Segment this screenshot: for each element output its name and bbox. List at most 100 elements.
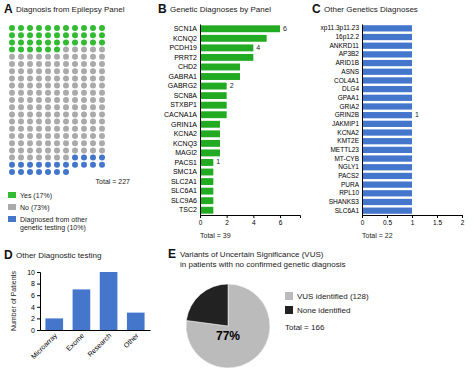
dot	[54, 83, 60, 89]
tick-label: JAKMIP1	[332, 120, 359, 127]
tick-label: 16p12.2	[336, 33, 360, 41]
dot	[27, 83, 33, 89]
bar	[362, 60, 412, 66]
legend-label: Yes (17%)	[20, 192, 52, 200]
tick-label: KCNA2	[174, 130, 197, 137]
y-axis: xp11.3p11.2316p12.2ANKRD11AP3B2ARID1BASN…	[321, 24, 363, 215]
bar	[200, 188, 213, 195]
dot	[99, 39, 105, 45]
tick: ASNS	[341, 68, 359, 75]
tick-label: 8	[31, 280, 35, 287]
dot	[63, 162, 69, 168]
bar	[200, 64, 240, 71]
tick: 1	[411, 215, 415, 226]
legend-label-line: None identified	[297, 306, 350, 315]
dot	[36, 126, 42, 132]
tick: PRRT2	[174, 54, 197, 61]
tick-label: CACNA1A	[164, 111, 197, 118]
title-line: Other Diagnostic testing	[16, 251, 101, 260]
dot	[9, 90, 15, 96]
dot	[27, 126, 33, 132]
tick-mark	[253, 215, 254, 218]
dot	[18, 133, 24, 139]
dot	[27, 54, 33, 60]
tick: SCN8A	[174, 92, 198, 99]
tick: ANKRD11	[329, 42, 359, 49]
bar	[362, 103, 412, 109]
bar	[362, 138, 412, 144]
dot	[99, 68, 105, 74]
dot	[18, 147, 24, 153]
dot	[36, 147, 42, 153]
dot	[99, 155, 105, 161]
bar	[362, 112, 412, 118]
tick: 6	[31, 292, 40, 299]
tick-label: 0	[31, 327, 35, 334]
data-label: 6	[283, 25, 287, 32]
tick-label: 4	[252, 219, 256, 226]
tick-label: RPL10	[339, 189, 359, 196]
legend-swatch	[8, 216, 16, 222]
dot	[72, 47, 78, 53]
dot	[72, 83, 78, 89]
dot	[18, 25, 24, 31]
dot	[72, 162, 78, 168]
dot	[90, 111, 96, 117]
dot	[99, 25, 105, 31]
tick: TSC2	[179, 206, 197, 213]
dot	[63, 169, 69, 175]
tick-label: COL4A1	[334, 77, 359, 84]
tick: SLC6A1	[171, 187, 197, 194]
dot	[45, 155, 51, 161]
tick-mark	[37, 295, 40, 296]
dot	[90, 61, 96, 67]
dot	[90, 104, 96, 110]
bar	[200, 159, 213, 166]
tick-label: GABRG2	[168, 82, 197, 89]
dot	[18, 39, 24, 45]
data-label: 2	[230, 82, 234, 89]
dot	[9, 133, 15, 139]
tick: KCNA2	[174, 130, 197, 137]
dot	[63, 97, 69, 103]
dot	[54, 54, 60, 60]
dot	[36, 111, 42, 117]
dot	[72, 111, 78, 117]
dot	[45, 54, 51, 60]
bar	[200, 44, 253, 51]
tick-label: 4	[31, 304, 35, 311]
tick-label: NGLY1	[338, 163, 359, 170]
dot	[18, 97, 24, 103]
title: Diagnosis from Epilepsy Panel	[16, 5, 125, 14]
dot	[99, 61, 105, 67]
dot	[18, 119, 24, 125]
tick-label: STXBP1	[170, 101, 197, 108]
dot	[63, 25, 69, 31]
dot	[72, 32, 78, 38]
dot	[72, 104, 78, 110]
tick: 0	[361, 215, 365, 226]
dot	[9, 162, 15, 168]
tick: 4	[252, 215, 256, 226]
tick: KMT2E	[337, 137, 359, 144]
tick-label: 0	[361, 219, 365, 226]
dot	[36, 162, 42, 168]
title: Variants of Uncertain Significance (VUS)…	[180, 250, 345, 269]
dot	[45, 83, 51, 89]
tick-label: DLG4	[342, 85, 359, 92]
bar	[200, 140, 220, 147]
bar	[200, 83, 227, 90]
bar	[362, 43, 412, 49]
dot	[9, 169, 15, 175]
dot	[27, 75, 33, 81]
dot	[36, 90, 42, 96]
tick: PACS1	[175, 159, 198, 166]
bar	[362, 121, 412, 127]
bar	[73, 289, 91, 330]
dot	[18, 90, 24, 96]
dot	[72, 90, 78, 96]
dot	[54, 104, 60, 110]
tick-label: 0	[199, 219, 203, 226]
tick: COL4A1	[334, 77, 359, 84]
bar	[45, 318, 63, 330]
